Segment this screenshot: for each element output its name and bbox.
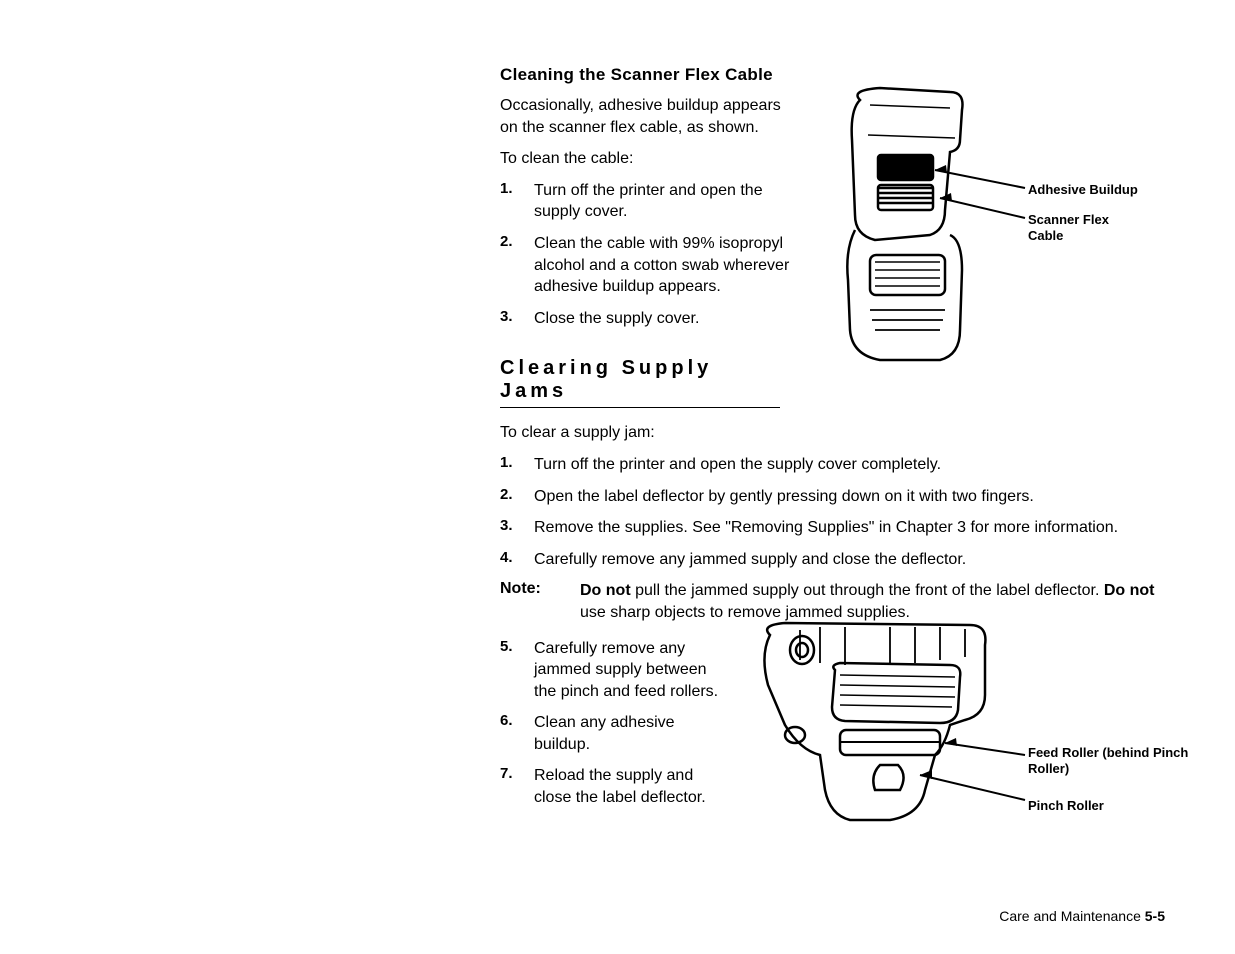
step-number: 5.: [500, 638, 534, 703]
step-text: Carefully remove any jammed supply and c…: [534, 549, 966, 571]
step-number: 2.: [500, 486, 534, 508]
section2-lower-textcol: 5. Carefully remove any jammed supply be…: [500, 638, 720, 819]
step-text: Clean the cable with 99% isopropyl alcoh…: [534, 233, 790, 298]
step-text: Remove the supplies. See "Removing Suppl…: [534, 517, 1118, 539]
section1-heading: Cleaning the Scanner Flex Cable: [500, 65, 790, 85]
note-label: Note:: [500, 580, 580, 623]
footer-page: 5-5: [1145, 908, 1165, 924]
list-item: 6. Clean any adhesive buildup.: [500, 712, 720, 755]
figure-rollers: [740, 615, 1030, 835]
figure2-label-pinch: Pinch Roller: [1028, 798, 1104, 814]
list-item: 7. Reload the supply and close the label…: [500, 765, 720, 808]
step-text: Clean any adhesive buildup.: [534, 712, 720, 755]
section1-lead: To clean the cable:: [500, 148, 790, 170]
note-bold: Do not: [580, 582, 631, 599]
section1-intro: Occasionally, adhesive buildup appears o…: [500, 95, 790, 138]
section2-lead: To clear a supply jam:: [500, 422, 1165, 444]
step-number: 6.: [500, 712, 534, 755]
step-number: 7.: [500, 765, 534, 808]
figure1-label-cable: Scanner Flex Cable: [1028, 212, 1138, 243]
list-item: 3. Close the supply cover.: [500, 308, 790, 330]
figure-scanner-cable: [800, 80, 1030, 370]
step-text: Reload the supply and close the label de…: [534, 765, 720, 808]
footer-text: Care and Maintenance: [999, 908, 1145, 924]
step-text: Carefully remove any jammed supply betwe…: [534, 638, 720, 703]
section1-textcol: Cleaning the Scanner Flex Cable Occasion…: [500, 65, 790, 339]
list-item: 5. Carefully remove any jammed supply be…: [500, 638, 720, 703]
step-text: Turn off the printer and open the supply…: [534, 180, 790, 223]
step-number: 3.: [500, 517, 534, 539]
scanner-diagram-icon: [800, 80, 1030, 370]
figure1-label-adhesive: Adhesive Buildup: [1028, 182, 1138, 198]
page-footer: Care and Maintenance 5-5: [999, 908, 1165, 924]
step-text: Open the label deflector by gently press…: [534, 486, 1034, 508]
list-item: 1. Turn off the printer and open the sup…: [500, 180, 790, 223]
list-item: 4. Carefully remove any jammed supply an…: [500, 549, 1165, 571]
step-number: 4.: [500, 549, 534, 571]
section2-heading: Clearing Supply Jams: [500, 357, 780, 408]
step-text: Turn off the printer and open the supply…: [534, 454, 941, 476]
list-item: 2. Clean the cable with 99% isopropyl al…: [500, 233, 790, 298]
step-number: 1.: [500, 180, 534, 223]
note-span: pull the jammed supply out through the f…: [631, 582, 1104, 599]
list-item: 3. Remove the supplies. See "Removing Su…: [500, 517, 1165, 539]
note-bold: Do not: [1104, 582, 1155, 599]
list-item: 2. Open the label deflector by gently pr…: [500, 486, 1165, 508]
list-item: 1. Turn off the printer and open the sup…: [500, 454, 1165, 476]
figure2-label-feed: Feed Roller (behind Pinch Roller): [1028, 745, 1198, 776]
roller-diagram-icon: [740, 615, 1030, 835]
step-number: 1.: [500, 454, 534, 476]
step-number: 3.: [500, 308, 534, 330]
step-text: Close the supply cover.: [534, 308, 699, 330]
step-number: 2.: [500, 233, 534, 298]
page: Cleaning the Scanner Flex Cable Occasion…: [0, 0, 1235, 954]
